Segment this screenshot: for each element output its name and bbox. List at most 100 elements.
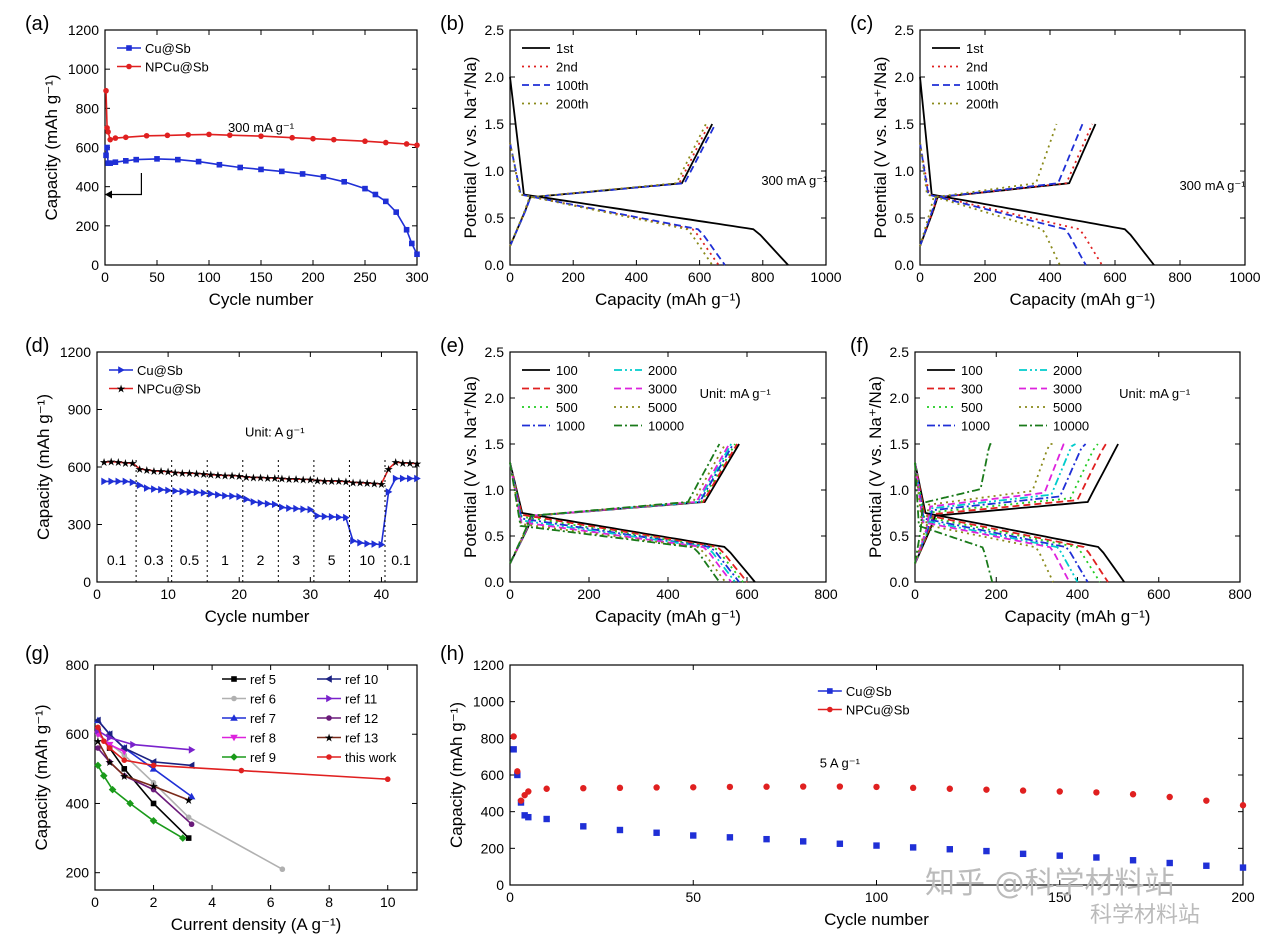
data-point-this work [100,738,107,744]
data-point-NPCu@Sb: ★ [135,464,145,476]
panel-d: 0 10 20 30 40 0 300 600 900 1200 Cycle number Capac… [25,335,422,626]
y-axis-label: Potential (V vs. Na⁺/Na) [866,376,885,558]
data-point-this work [121,757,128,763]
data-point-Cu@Sb [343,513,350,522]
data-point-Cu@Sb [328,513,336,521]
legend-marker-this work [326,754,332,760]
axis-arrow [105,172,142,196]
data-point-Cu@Sb [179,487,187,496]
legend-label-2nd: 2nd [966,60,988,75]
y-tick-label: 1.5 [895,116,915,132]
y-tick-label: 0.0 [485,257,505,273]
y-tick-label: 0.5 [485,210,505,226]
legend-marker-ref 7 [230,714,238,721]
discharge-curve-5000 [914,462,1054,583]
data-point-this work [150,762,157,769]
x-tick-label: 0 [93,586,101,602]
legend-label-100th: 100th [556,78,589,93]
data-point-Cu@Sb [392,474,400,483]
y-axis-label: Capacity (mAh g⁻¹) [32,705,51,851]
legend-marker-ref 12 [326,715,332,721]
panel-g: 0 2 4 6 8 10 200 400 600 800 Current density (A g⁻… [25,643,418,934]
series-line-ref 11 [97,730,192,751]
x-tick-label: 600 [1103,269,1127,285]
data-point-NPCu@Sb [331,136,337,143]
x-tick-label: 1000 [1229,269,1260,285]
x-tick-label: 400 [625,269,649,285]
data-point-Cu@Sb [193,488,201,497]
discharge-curve-300 [509,462,748,583]
data-point-Cu@Sb [510,746,517,753]
data-point-NPCu@Sb [383,139,389,146]
series-line-NPCu@Sb [104,460,418,485]
y-tick-label: 0.0 [890,574,910,590]
data-point-Cu@Sb [653,829,660,836]
y-tick-label: 1.0 [485,482,505,498]
y-tick-label: 1000 [68,61,99,77]
data-point-ref 9 [108,785,117,794]
legend-label-200th: 200th [966,97,999,112]
discharge-curve-1st [509,76,789,266]
data-point-Cu@Sb [350,536,357,545]
data-point-this work [238,767,245,774]
panel-label: (a) [25,13,49,35]
data-point-NPCu@Sb [112,135,119,141]
data-point-Cu@Sb [133,156,139,163]
data-point-ref 9 [94,761,102,770]
charge-curve-1000 [914,443,1087,564]
data-point-Cu@Sb [726,834,734,841]
data-point-NPCu@Sb [543,785,550,792]
data-point-NPCu@Sb [1239,802,1247,809]
legend-label-10000: 10000 [648,419,684,434]
data-point-NPCu@Sb [946,785,953,792]
legend-marker-Cu@Sb [126,45,132,51]
data-point-ref 5 [185,835,192,841]
x-tick-label: 0 [91,894,99,910]
data-point-ref 7 [187,792,196,800]
data-point-ref 5 [121,766,128,772]
legend: 100 300 500 1000 2000 3000 5000 10000 [927,363,1089,434]
annotation: Unit: mA g⁻¹ [1119,386,1191,401]
legend-label-2000: 2000 [1053,363,1082,378]
y-axis-label: Potential (V vs. Na⁺/Na) [461,57,480,239]
legend-label-500: 500 [556,400,578,415]
data-point-Cu@Sb [279,168,285,175]
data-point-Cu@Sb [800,838,807,845]
y-tick-label: 1.0 [890,482,910,498]
legend-label-3000: 3000 [648,382,677,397]
data-point-Cu@Sb [175,156,181,163]
y-tick-label: 0 [91,257,99,273]
panels: 0 50 100 150 200 250 300020040060080010001200C… [25,13,1261,934]
series-line-ref 13 [97,740,189,801]
data-point-Cu@Sb [243,495,251,503]
data-point-Cu@Sb [514,771,521,779]
x-tick-label: 250 [353,269,377,285]
data-point-NPCu@Sb [763,783,770,790]
rate-label: 0.1 [107,552,127,568]
y-tick-label: 2.5 [890,344,910,360]
data-point-Cu@Sb [229,492,236,500]
x-axis-label: Cycle number [205,607,310,626]
panel-c: 0 200 400 600 800 1000 0.0 0.5 1.0 1.5 2.0 2.5 Capac… [850,13,1261,309]
x-tick-label: 400 [656,586,680,602]
data-point-NPCu@Sb [726,783,734,791]
data-point-ref 6 [150,779,157,786]
x-tick-label: 0 [911,586,919,602]
rate-label: 0.3 [144,552,164,568]
data-point-ref 11 [188,746,196,754]
data-point-NPCu@Sb [123,134,129,141]
y-tick-label: 800 [66,657,90,673]
x-tick-label: 10 [380,894,396,910]
y-tick-label: 200 [481,840,505,856]
charge-curve-1st [919,123,1097,247]
data-point-NPCu@Sb: ★ [128,458,138,470]
y-tick-label: 2.0 [890,390,910,406]
legend: 1st 2nd 100th 200th [932,41,999,112]
plot-area [509,76,789,266]
data-point-Cu@Sb [172,487,180,495]
data-point-NPCu@Sb: ★ [206,470,216,482]
data-point-NPCu@Sb [206,131,212,138]
data-point-NPCu@Sb: ★ [291,474,301,486]
legend-marker-NPCu@Sb [126,63,132,70]
y-tick-label: 0.0 [485,574,505,590]
